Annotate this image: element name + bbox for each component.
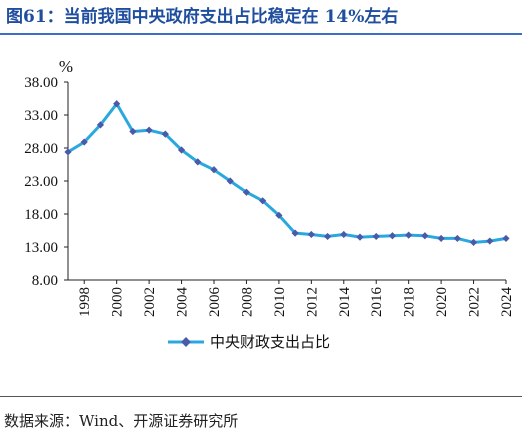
series-group — [64, 100, 510, 246]
x-tick-label: 2008 — [239, 287, 255, 317]
x-tick-label: 2016 — [369, 287, 385, 318]
page-title: 图61：当前我国中央政府支出占比稳定在 14%左右 — [6, 7, 399, 27]
data-point-marker — [145, 126, 153, 134]
data-point-marker — [469, 238, 478, 246]
data-point-marker — [242, 188, 251, 196]
x-tick-label: 2002 — [142, 287, 158, 317]
x-tick-label: 2022 — [467, 287, 483, 317]
y-tick-label: 28.00 — [24, 141, 58, 157]
y-tick-label: 13.00 — [24, 240, 58, 256]
data-point-marker — [307, 230, 315, 239]
series-line — [67, 102, 507, 244]
data-point-marker — [323, 232, 332, 241]
legend: 中央财政支出占比 — [168, 334, 330, 351]
x-tick-label: 2004 — [175, 287, 191, 318]
data-point-marker — [80, 138, 88, 146]
legend-label: 中央财政支出占比 — [210, 334, 330, 351]
line-chart: % 38.00 33.00 28.00 23.00 18.00 13.00 8.00 199… — [24, 57, 515, 351]
x-tick-label: 2020 — [434, 287, 450, 317]
y-axis-unit-label: % — [59, 57, 73, 76]
y-tick-label: 8.00 — [32, 273, 58, 289]
x-tick-label: 2024 — [499, 287, 515, 318]
data-point-marker — [291, 229, 299, 237]
data-point-marker — [388, 232, 397, 240]
data-point-marker — [405, 231, 413, 239]
data-point-marker — [259, 197, 267, 205]
y-tick-label: 33.00 — [24, 108, 58, 124]
x-tick-label: 1998 — [77, 287, 93, 317]
x-tick-label: 2010 — [272, 287, 288, 317]
y-tick-label: 23.00 — [24, 174, 58, 190]
source-note: 数据来源：Wind、开源证券研究所 — [4, 412, 239, 430]
x-tick-label: 2018 — [402, 287, 418, 317]
footer-divider — [0, 396, 522, 397]
legend-marker-swatch — [181, 337, 191, 347]
data-point-marker — [64, 148, 72, 156]
x-tick-label: 2012 — [304, 287, 320, 317]
y-axis-ticks: 38.00 33.00 28.00 23.00 18.00 13.00 8.00 — [24, 75, 68, 289]
x-axis-ticks: 1998 2000 2002 2004 2006 2008 2010 2012 2014 2016… — [77, 280, 515, 317]
data-point-marker — [210, 166, 218, 174]
data-point-marker — [275, 211, 283, 219]
x-tick-label: 2014 — [337, 287, 353, 318]
data-point-marker — [453, 234, 461, 243]
data-point-marker — [226, 177, 234, 185]
y-tick-label: 38.00 — [24, 75, 58, 91]
title-underline — [0, 33, 522, 35]
data-point-marker — [177, 146, 186, 154]
data-point-marker — [356, 233, 364, 241]
data-point-marker — [421, 232, 429, 240]
data-point-marker — [96, 121, 105, 129]
data-point-marker — [486, 237, 494, 245]
data-point-marker — [502, 234, 510, 243]
data-point-marker — [437, 234, 445, 243]
data-point-marker — [340, 230, 348, 239]
x-tick-label: 2000 — [110, 287, 126, 317]
x-tick-label: 2006 — [207, 287, 223, 318]
data-point-marker — [372, 232, 380, 241]
y-tick-label: 18.00 — [24, 207, 58, 223]
